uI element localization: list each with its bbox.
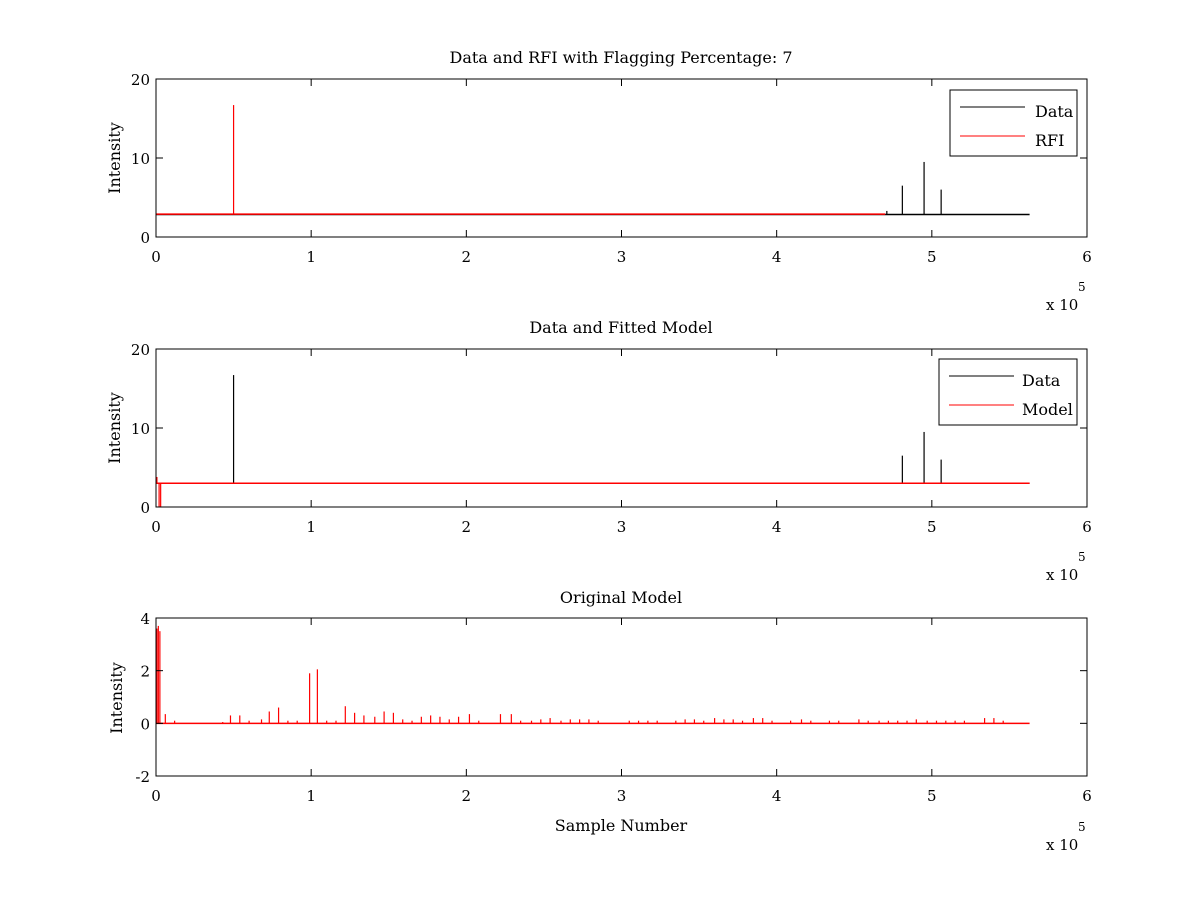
- subplot-model-xtick-label: 4: [772, 518, 782, 536]
- subplot-rfi-xtick-label: 4: [772, 248, 782, 266]
- subplot-rfi-xtick-label: 6: [1082, 248, 1092, 266]
- subplot-original-xtick-label: 1: [306, 787, 316, 805]
- subplot-model-legend-label-data: Data: [1022, 371, 1061, 390]
- subplot-rfi-legend-box: [949, 89, 1078, 157]
- subplot-model-xtick-label: 3: [617, 518, 627, 536]
- subplot-rfi-legend: Data RFI: [949, 89, 1078, 157]
- subplot-original-xtick-label: 2: [462, 787, 472, 805]
- subplot-rfi-exponent-base: x 10: [1046, 296, 1078, 314]
- subplot-original-exponent-base: x 10: [1046, 836, 1078, 854]
- subplot-model-exponent-power: 5: [1078, 550, 1086, 564]
- subplot-original-title: Original Model: [560, 588, 682, 607]
- subplot-model-legend-box: [938, 358, 1078, 426]
- subplot-original-ytick-label: -2: [135, 768, 150, 786]
- subplot-original-plot-area: [156, 625, 1030, 725]
- subplot-model-legend-label-model: Model: [1022, 400, 1073, 419]
- subplot-rfi-ytick-label: 20: [131, 71, 150, 89]
- subplot-original-xtick-label: 0: [151, 787, 161, 805]
- subplot-model-xtick-label: 5: [927, 518, 937, 536]
- subplot-model-ytick-label: 0: [140, 499, 150, 517]
- subplot-original: Original Model Intensity Sample Number x…: [107, 588, 1092, 854]
- subplot-original-ytick-label: 2: [140, 663, 150, 681]
- subplot-original-series-model: [156, 625, 1030, 725]
- subplot-rfi-xtick-label: 5: [927, 248, 937, 266]
- subplot-model-ylabel: Intensity: [105, 392, 124, 464]
- subplot-rfi-series-rfi: [156, 105, 886, 215]
- subplot-model: Data and Fitted Model Intensity x 10 5 D…: [105, 318, 1092, 584]
- subplot-rfi-ylabel: Intensity: [105, 122, 124, 194]
- subplot-model-exponent-base: x 10: [1046, 566, 1078, 584]
- subplot-original-exponent-power: 5: [1078, 820, 1086, 834]
- subplot-model-xtick-label: 6: [1082, 518, 1092, 536]
- subplot-rfi-ytick-label: 10: [131, 150, 150, 168]
- subplot-original-ylabel: Intensity: [107, 662, 126, 734]
- subplot-rfi-xtick-label: 3: [617, 248, 627, 266]
- subplot-original-xtick-label: 5: [927, 787, 937, 805]
- subplot-rfi-plot-area: [156, 105, 1030, 216]
- subplot-rfi-xtick-label: 1: [306, 248, 316, 266]
- subplot-rfi-title: Data and RFI with Flagging Percentage: 7: [449, 48, 792, 67]
- subplot-rfi-exponent-power: 5: [1078, 280, 1086, 294]
- subplot-rfi: Data and RFI with Flagging Percentage: 7…: [105, 48, 1092, 314]
- subplot-model-legend: Data Model: [938, 358, 1078, 426]
- subplot-rfi-xtick-label: 2: [462, 248, 472, 266]
- subplot-model-xtick-label: 1: [306, 518, 316, 536]
- subplot-model-series-model: [156, 476, 1030, 507]
- subplot-model-xtick-label: 2: [462, 518, 472, 536]
- subplot-original-xlabel: Sample Number: [555, 816, 688, 835]
- subplot-original-ytick-label: 0: [140, 715, 150, 733]
- subplot-rfi-xtick-label: 0: [151, 248, 161, 266]
- subplot-model-ytick-label: 10: [131, 420, 150, 438]
- subplot-model-ytick-label: 20: [131, 341, 150, 359]
- subplot-original-ytick-label: 4: [140, 610, 150, 628]
- subplot-original-xtick-label: 6: [1082, 787, 1092, 805]
- subplot-rfi-legend-label-data: Data: [1035, 102, 1074, 121]
- subplot-model-title: Data and Fitted Model: [529, 318, 712, 337]
- subplot-model-xtick-label: 0: [151, 518, 161, 536]
- subplot-rfi-ytick-label: 0: [140, 229, 150, 247]
- subplot-original-xtick-label: 4: [772, 787, 782, 805]
- subplot-original-xtick-label: 3: [617, 787, 627, 805]
- subplot-rfi-legend-label-rfi: RFI: [1035, 131, 1064, 150]
- subplot-model-plot-area: [156, 375, 1030, 507]
